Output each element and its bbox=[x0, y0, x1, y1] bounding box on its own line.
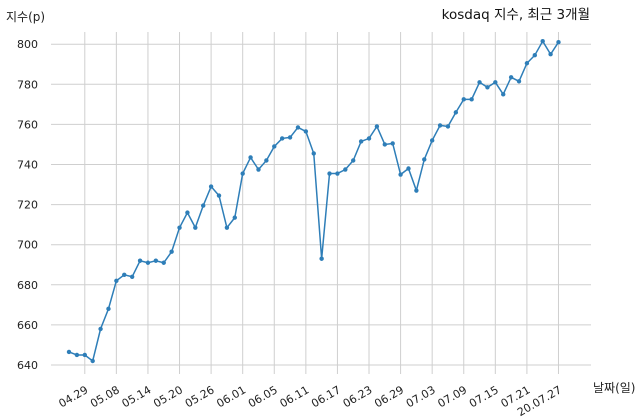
y-tick-label: 740 bbox=[17, 159, 38, 172]
data-point bbox=[461, 97, 466, 102]
data-point bbox=[477, 80, 482, 85]
data-point bbox=[272, 144, 277, 149]
data-point bbox=[311, 151, 316, 156]
data-point bbox=[185, 210, 190, 215]
vertical-gridlines bbox=[84, 32, 559, 374]
data-point bbox=[208, 184, 214, 189]
data-point bbox=[295, 125, 301, 130]
data-point bbox=[193, 225, 198, 230]
data-point bbox=[414, 188, 419, 193]
data-point bbox=[390, 141, 395, 146]
data-point bbox=[319, 256, 324, 261]
y-tick-label: 780 bbox=[17, 78, 38, 91]
data-point bbox=[374, 124, 380, 129]
data-point bbox=[232, 215, 237, 220]
data-point bbox=[532, 53, 537, 58]
data-point bbox=[169, 249, 174, 254]
x-tick-label: 06.11 bbox=[278, 383, 312, 410]
data-point bbox=[524, 61, 530, 66]
x-tick-label: 06.05 bbox=[246, 383, 280, 410]
data-point bbox=[256, 167, 261, 172]
data-point bbox=[90, 358, 95, 364]
y-tick-label: 660 bbox=[17, 319, 38, 332]
data-point bbox=[177, 225, 182, 230]
data-point bbox=[106, 306, 111, 312]
data-point bbox=[351, 158, 356, 163]
data-point bbox=[98, 326, 103, 332]
y-tick-label: 800 bbox=[17, 38, 38, 51]
data-point bbox=[358, 139, 364, 144]
data-point bbox=[74, 352, 80, 358]
y-axis-label: 지수(p) bbox=[6, 10, 45, 24]
data-point bbox=[453, 110, 459, 115]
data-point bbox=[485, 85, 490, 90]
x-tick-label: 04.29 bbox=[57, 383, 91, 410]
x-tick-label: 06.01 bbox=[214, 383, 248, 410]
data-point bbox=[469, 97, 474, 102]
data-point bbox=[153, 258, 159, 263]
data-point bbox=[137, 258, 143, 263]
data-point bbox=[287, 135, 293, 140]
series-line bbox=[68, 39, 560, 363]
data-point bbox=[382, 142, 387, 147]
x-tick-label: 07.03 bbox=[404, 383, 438, 410]
data-point bbox=[279, 136, 285, 141]
data-point bbox=[161, 260, 166, 265]
y-tick-label: 640 bbox=[17, 359, 38, 372]
data-point bbox=[327, 171, 332, 176]
data-point bbox=[303, 129, 309, 134]
data-point bbox=[556, 39, 561, 45]
x-tick-label: 05.08 bbox=[88, 383, 122, 410]
data-point bbox=[406, 166, 411, 171]
data-point bbox=[335, 171, 340, 176]
x-tick-label: 06.23 bbox=[341, 383, 375, 410]
data-point bbox=[145, 260, 151, 265]
series-points bbox=[66, 38, 561, 364]
data-point bbox=[398, 172, 403, 177]
data-point bbox=[248, 155, 253, 160]
x-tick-label: 07.09 bbox=[435, 383, 469, 410]
data-point bbox=[216, 193, 222, 198]
data-point bbox=[437, 123, 443, 128]
data-point bbox=[114, 278, 119, 283]
data-point bbox=[240, 171, 245, 176]
data-point bbox=[501, 92, 506, 97]
x-tick-label: 06.17 bbox=[309, 383, 343, 410]
data-point bbox=[445, 124, 451, 129]
data-point bbox=[264, 158, 269, 163]
x-axis-label: 날짜(일) bbox=[593, 381, 635, 395]
data-point bbox=[548, 52, 553, 57]
x-tick-label: 05.26 bbox=[183, 383, 217, 410]
data-point bbox=[66, 349, 72, 355]
data-point bbox=[540, 38, 545, 44]
data-point bbox=[508, 75, 514, 80]
data-point bbox=[129, 274, 135, 279]
data-point bbox=[429, 138, 435, 143]
x-tick-label: 05.14 bbox=[120, 383, 154, 410]
x-tick-label: 07.15 bbox=[467, 383, 501, 410]
data-point bbox=[422, 157, 427, 162]
data-point bbox=[343, 167, 348, 172]
data-point bbox=[82, 352, 87, 358]
y-tick-label: 720 bbox=[17, 199, 38, 212]
data-point bbox=[516, 79, 522, 84]
y-tick-label: 760 bbox=[17, 118, 38, 131]
chart-title: kosdaq 지수, 최근 3개월 bbox=[442, 7, 590, 23]
data-point bbox=[122, 272, 127, 277]
horizontal-gridlines bbox=[51, 43, 591, 366]
x-tick-label: 06.29 bbox=[372, 383, 406, 410]
data-point bbox=[493, 80, 498, 85]
data-point bbox=[224, 225, 230, 230]
y-tick-label: 680 bbox=[17, 279, 38, 292]
data-point bbox=[366, 136, 372, 141]
x-axis-tick-labels: 04.2905.0805.1405.2005.2606.0106.0506.11… bbox=[57, 383, 564, 418]
y-axis-tick-labels: 640 660 680 700 720 740 760 780 800 bbox=[17, 38, 38, 372]
data-point bbox=[201, 203, 206, 208]
x-tick-label: 05.20 bbox=[151, 383, 185, 410]
y-tick-label: 700 bbox=[17, 239, 38, 252]
